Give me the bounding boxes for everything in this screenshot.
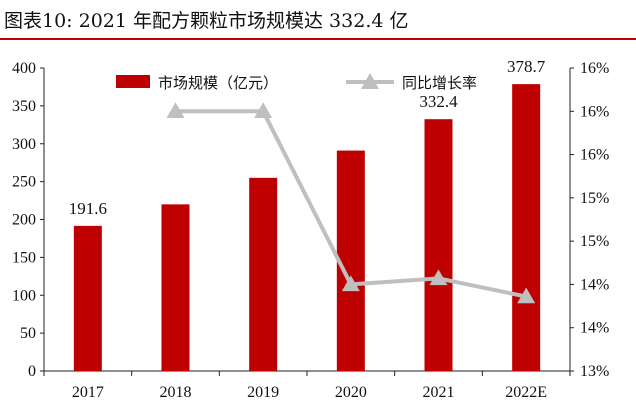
bars-group [73, 84, 541, 371]
x-tick-label: 2022E [505, 384, 547, 401]
bar-data-label: 191.6 [69, 199, 107, 218]
data-labels-group: 191.6 332.4 378.7 [69, 57, 546, 218]
growth-marker [429, 269, 448, 286]
y-right-tick-label: 14% [580, 320, 609, 337]
legend: 市场规模（亿元） 同比增长率 [116, 73, 477, 92]
y-left-tick-label: 300 [12, 136, 36, 153]
bar-data-label: 332.4 [419, 92, 458, 111]
bar-data-label: 378.7 [507, 57, 546, 76]
figure-title: 图表10: 2021 年配方颗粒市场规模达 332.4 亿 [4, 10, 409, 32]
bar [249, 177, 278, 371]
legend-swatch-bar [116, 75, 150, 88]
growth-line-group [166, 102, 536, 304]
y-left-tick-label: 200 [12, 212, 36, 229]
growth-marker [166, 102, 185, 119]
x-tick-label: 2018 [160, 384, 192, 401]
bar [336, 150, 365, 371]
growth-marker [517, 287, 536, 304]
x-tick-label: 2017 [72, 384, 104, 401]
y-right-tick-label: 13% [580, 363, 609, 380]
bar [73, 225, 102, 371]
y-left-tick-label: 350 [12, 98, 36, 115]
y-right-tick-label: 16% [580, 103, 609, 120]
y-left-tick-label: 400 [12, 60, 36, 77]
y-left-tick-label: 100 [12, 287, 36, 304]
y-left-tick-label: 250 [12, 174, 36, 191]
growth-marker [254, 102, 273, 119]
x-tick-label: 2021 [423, 384, 455, 401]
bar [512, 84, 541, 371]
y-right-tick-label: 14% [580, 276, 609, 293]
y-right-tick-label: 15% [580, 233, 609, 250]
legend-marker-line [361, 73, 379, 89]
bar [161, 204, 190, 371]
y-right-tick-label: 15% [580, 190, 609, 207]
growth-marker [341, 275, 360, 292]
x-tick-label: 2020 [335, 384, 367, 401]
title-divider [0, 38, 636, 40]
axes-group: 0 50 100 150 200 250 300 350 400 13% 14% 14% 15% 15% 1… [12, 60, 609, 401]
legend-label-line: 同比增长率 [402, 74, 477, 92]
y-left-tick-label: 150 [12, 249, 36, 266]
y-left-tick-label: 50 [20, 325, 36, 342]
x-tick-label: 2019 [247, 384, 279, 401]
y-right-tick-label: 16% [580, 147, 609, 164]
legend-label-bar: 市场规模（亿元） [158, 74, 278, 92]
y-right-tick-label: 16% [580, 60, 609, 77]
y-left-tick-label: 0 [28, 363, 36, 380]
bar [424, 119, 453, 371]
